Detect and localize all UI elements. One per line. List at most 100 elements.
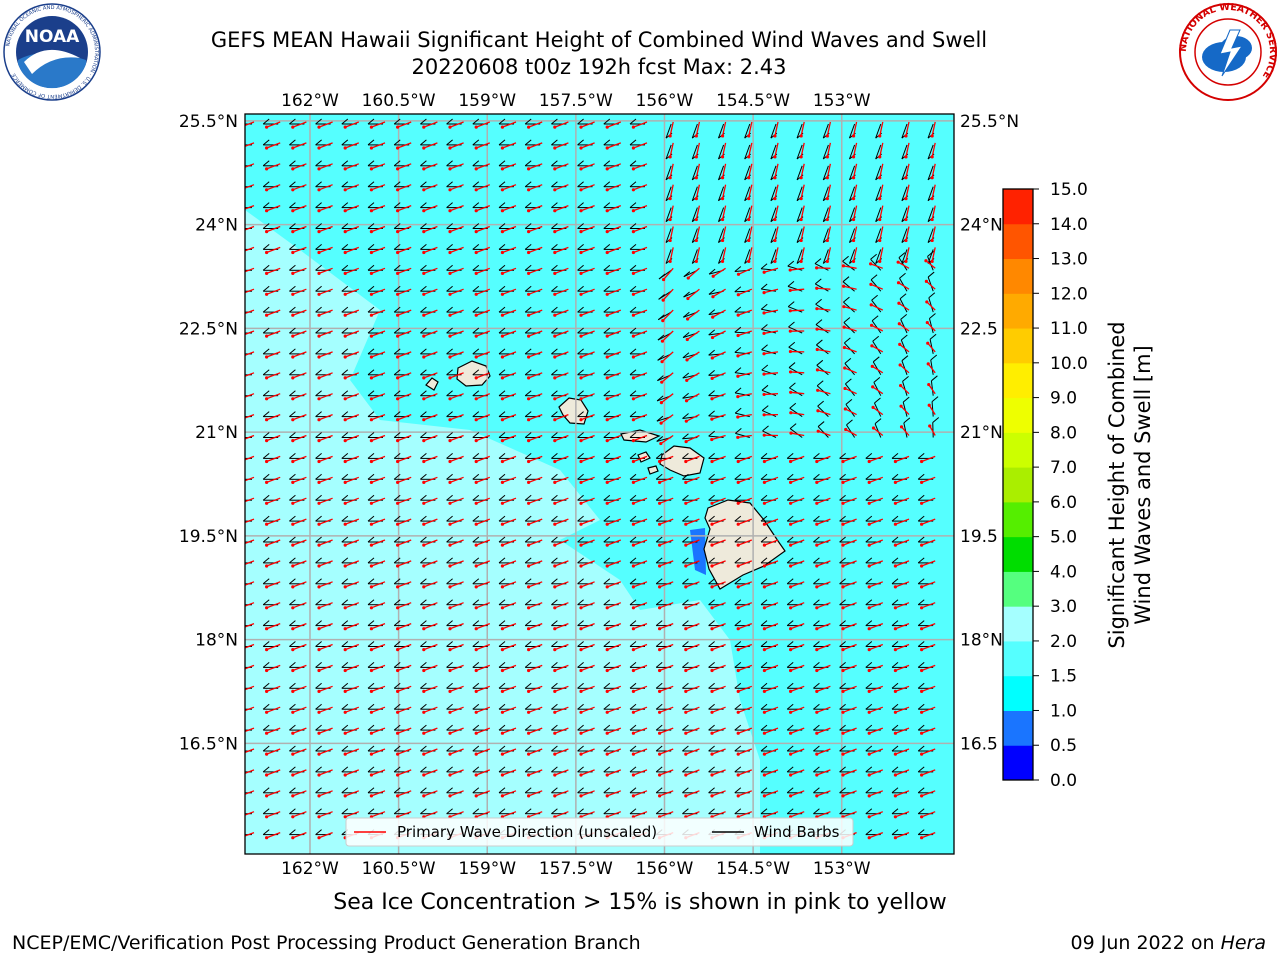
wave-arrow [318,831,333,839]
x-tick-label-top: 160.5°W [362,91,436,111]
wind-barb [927,256,934,271]
wave-arrow-head [474,773,478,777]
wave-arrow [245,455,255,461]
wind-barb [744,165,751,181]
wind-barb-flag [341,473,349,480]
wave-arrow-head [239,418,242,421]
wind-barb-flag [577,599,584,606]
wave-arrow [921,518,936,525]
wave-arrow [371,497,386,504]
wind-barb-flag [262,139,270,146]
wave-arrow-head [851,259,856,263]
wind-barb-flag [446,620,453,626]
wind-barb [816,364,829,376]
wind-barb-flag [472,599,480,606]
wind-barb-flag [734,266,742,272]
wave-arrow-head [448,418,452,422]
wave-arrow [266,539,281,546]
wind-barb [796,144,803,160]
wind-barb-flag [603,139,611,146]
wave-arrow-head [605,606,609,610]
wave-arrow [895,769,910,776]
wind-barb-flag [708,410,715,417]
wind-barb-flag [341,766,349,773]
wave-arrow-head [265,376,269,380]
wave-arrow-head [815,307,819,311]
wave-arrow-head [239,669,242,672]
wave-arrow-head [684,501,688,505]
wind-barb-flag [629,662,637,668]
wind-barb-flag [341,223,349,229]
wind-barb-flag [524,766,532,773]
wave-arrow-head [291,397,295,401]
wave-arrow [633,142,648,149]
wave-arrow [895,622,910,630]
wave-arrow [423,184,438,191]
wave-arrow-head [448,459,452,464]
wave-arrow-head [239,544,242,547]
wave-arrow [712,309,726,318]
wind-barb-flag [786,578,794,585]
wave-arrow-head [815,731,819,735]
wind-barb-flag [870,274,878,281]
wind-barb-flag [577,369,584,376]
wave-arrow [371,246,386,254]
wave-arrow-head [815,648,819,652]
wave-arrow-head [898,363,902,367]
wave-arrow-head [396,355,400,359]
wind-barb-flag [315,432,322,438]
wave-arrow [737,434,752,438]
wave-arrow-head [422,731,426,735]
wave-arrow [449,664,464,672]
wind-barb-flag [708,536,715,543]
y-tick-label-left: 18°N [195,631,238,651]
wind-barb-flag [498,557,506,564]
wave-arrow [292,518,307,525]
wave-arrow [737,372,752,377]
wave-arrow-head [904,238,908,243]
wave-arrow-head [773,197,777,201]
wave-arrow [921,643,936,651]
wave-arrow-head [448,710,452,714]
wind-barb [848,228,856,243]
wind-barb-flag [498,118,506,125]
wave-arrow [554,434,569,442]
wind-barb [691,144,698,160]
wind-barb [874,402,882,417]
wind-barb-flag [577,745,584,752]
wave-arrow-head [841,710,845,714]
wave-arrow-head [369,167,374,171]
wind-barb-flag [917,766,925,773]
wave-arrow [245,706,255,712]
wind-barb-flag [498,160,506,167]
wave-arrow [475,685,491,693]
wind-barb [761,389,777,397]
wave-arrow-head [631,292,636,296]
wave-arrow [554,560,569,567]
wave-arrow-head [605,627,609,631]
wave-arrow-head [474,522,478,526]
wind-barb-flag [629,348,637,355]
wave-arrow [475,706,491,713]
wave-arrow-head [553,146,557,150]
wave-arrow [397,602,412,609]
wave-arrow [475,476,491,484]
wave-arrow-head [291,627,295,631]
wave-arrow [633,413,648,421]
wind-barb-flag [315,808,322,815]
island-kahoolawe [647,465,659,475]
wave-arrow-head [579,710,583,714]
wind-barb [796,186,803,201]
wave-arrow [685,476,700,484]
wave-arrow-head [694,197,698,201]
wave-arrow [879,163,884,178]
wave-arrow-head [762,627,767,631]
wind-barb-flag [237,662,243,667]
wave-arrow [921,455,936,463]
wave-arrow [502,769,517,776]
wind-barb-flag [708,369,715,376]
wind-barb-flag [917,620,925,626]
wind-barb-flag [289,682,296,689]
wave-arrow [685,664,700,672]
wind-barb-flag [498,724,506,731]
